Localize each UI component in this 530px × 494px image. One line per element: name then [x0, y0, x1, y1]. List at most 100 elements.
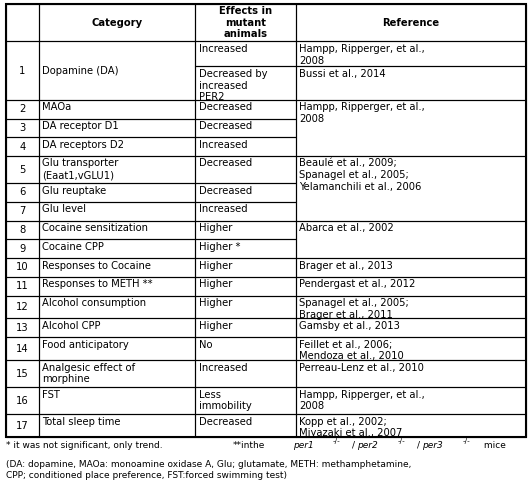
Bar — [296, 156, 526, 220]
Text: MAOa: MAOa — [42, 102, 72, 112]
Bar — [195, 360, 296, 387]
Text: 1: 1 — [19, 66, 26, 76]
Text: Decreased: Decreased — [199, 417, 252, 427]
Bar — [296, 220, 526, 258]
Text: Alcohol consumption: Alcohol consumption — [42, 298, 146, 308]
Bar — [39, 220, 195, 239]
Bar — [39, 137, 195, 156]
Text: Alcohol CPP: Alcohol CPP — [42, 321, 101, 331]
Text: per2: per2 — [357, 441, 378, 450]
Bar — [195, 239, 296, 258]
Text: Brager et al., 2013: Brager et al., 2013 — [299, 260, 393, 271]
Text: per1: per1 — [293, 441, 313, 450]
Bar — [195, 295, 296, 319]
Bar — [195, 220, 296, 239]
Bar — [195, 202, 296, 220]
Bar — [6, 100, 39, 119]
Text: per3: per3 — [422, 441, 443, 450]
Text: Decreased: Decreased — [199, 186, 252, 196]
Text: 2: 2 — [19, 104, 26, 114]
Bar — [6, 4, 39, 41]
Bar — [6, 137, 39, 156]
Text: Glu transporter
(Eaat1,vGLU1): Glu transporter (Eaat1,vGLU1) — [42, 159, 119, 180]
Text: 3: 3 — [20, 123, 25, 133]
Text: Analgesic effect of
morphine: Analgesic effect of morphine — [42, 363, 136, 384]
Bar — [195, 66, 296, 100]
Text: 11: 11 — [16, 281, 29, 291]
Text: -/-: -/- — [398, 438, 405, 444]
Text: FST: FST — [42, 390, 60, 400]
Bar — [195, 258, 296, 277]
Bar — [296, 387, 526, 414]
Text: 9: 9 — [19, 244, 26, 254]
Bar — [296, 258, 526, 277]
Text: 6: 6 — [19, 187, 26, 198]
Text: Responses to Cocaine: Responses to Cocaine — [42, 260, 152, 271]
Text: Responses to METH **: Responses to METH ** — [42, 279, 153, 289]
Bar — [39, 4, 195, 41]
Bar — [296, 319, 526, 337]
Bar — [6, 183, 39, 202]
Bar — [39, 414, 195, 437]
Text: Decreased by
increased
PER2: Decreased by increased PER2 — [199, 69, 267, 102]
Bar — [296, 100, 526, 156]
Bar — [6, 337, 39, 360]
Text: Decreased: Decreased — [199, 121, 252, 131]
Bar — [6, 295, 39, 319]
Bar — [39, 156, 195, 183]
Text: 10: 10 — [16, 262, 29, 272]
Text: Hampp, Ripperger, et al.,
2008: Hampp, Ripperger, et al., 2008 — [299, 390, 425, 412]
Text: Cocaine CPP: Cocaine CPP — [42, 242, 104, 252]
Text: Category: Category — [91, 18, 143, 28]
Text: Abarca et al., 2002: Abarca et al., 2002 — [299, 223, 394, 233]
Text: Higher: Higher — [199, 279, 232, 289]
Text: Effects in
mutant
animals: Effects in mutant animals — [219, 6, 272, 40]
Text: Increased: Increased — [199, 363, 248, 372]
Bar — [6, 239, 39, 258]
Bar — [195, 41, 296, 66]
Text: 14: 14 — [16, 344, 29, 354]
Text: Perreau-Lenz et al., 2010: Perreau-Lenz et al., 2010 — [299, 363, 425, 372]
Text: Cocaine sensitization: Cocaine sensitization — [42, 223, 148, 233]
Bar — [296, 414, 526, 437]
Bar — [39, 183, 195, 202]
Bar — [6, 156, 39, 183]
Bar — [6, 414, 39, 437]
Bar — [6, 387, 39, 414]
Bar — [296, 66, 526, 100]
Text: DA receptor D1: DA receptor D1 — [42, 121, 119, 131]
Text: -/-: -/- — [333, 438, 341, 444]
Text: 16: 16 — [16, 396, 29, 406]
Bar — [195, 387, 296, 414]
Bar — [39, 41, 195, 100]
Text: 17: 17 — [16, 421, 29, 431]
Bar — [296, 4, 526, 41]
Bar — [195, 183, 296, 202]
Text: Total sleep time: Total sleep time — [42, 417, 121, 427]
Bar — [39, 119, 195, 137]
Text: (DA: dopamine, MAOa: monoamine oxidase A, Glu; glutamate, METH: methamphetamine,: (DA: dopamine, MAOa: monoamine oxidase A… — [6, 460, 412, 480]
Text: 5: 5 — [19, 165, 26, 174]
Text: mice: mice — [481, 441, 506, 450]
Text: Increased: Increased — [199, 140, 248, 150]
Bar — [39, 258, 195, 277]
Bar — [296, 41, 526, 66]
Bar — [39, 387, 195, 414]
Bar — [195, 414, 296, 437]
Bar — [6, 258, 39, 277]
Bar — [6, 220, 39, 239]
Bar — [6, 41, 39, 100]
Bar — [39, 202, 195, 220]
Text: Increased: Increased — [199, 44, 248, 54]
Text: Spanagel et al., 2005;
Brager et al., 2011: Spanagel et al., 2005; Brager et al., 20… — [299, 298, 409, 320]
Bar — [6, 4, 526, 437]
Text: Increased: Increased — [199, 205, 248, 214]
Bar — [6, 277, 39, 295]
Bar — [195, 137, 296, 156]
Bar — [195, 100, 296, 119]
Text: Higher: Higher — [199, 223, 232, 233]
Text: 8: 8 — [20, 225, 25, 235]
Bar — [195, 319, 296, 337]
Bar — [39, 295, 195, 319]
Bar — [39, 337, 195, 360]
